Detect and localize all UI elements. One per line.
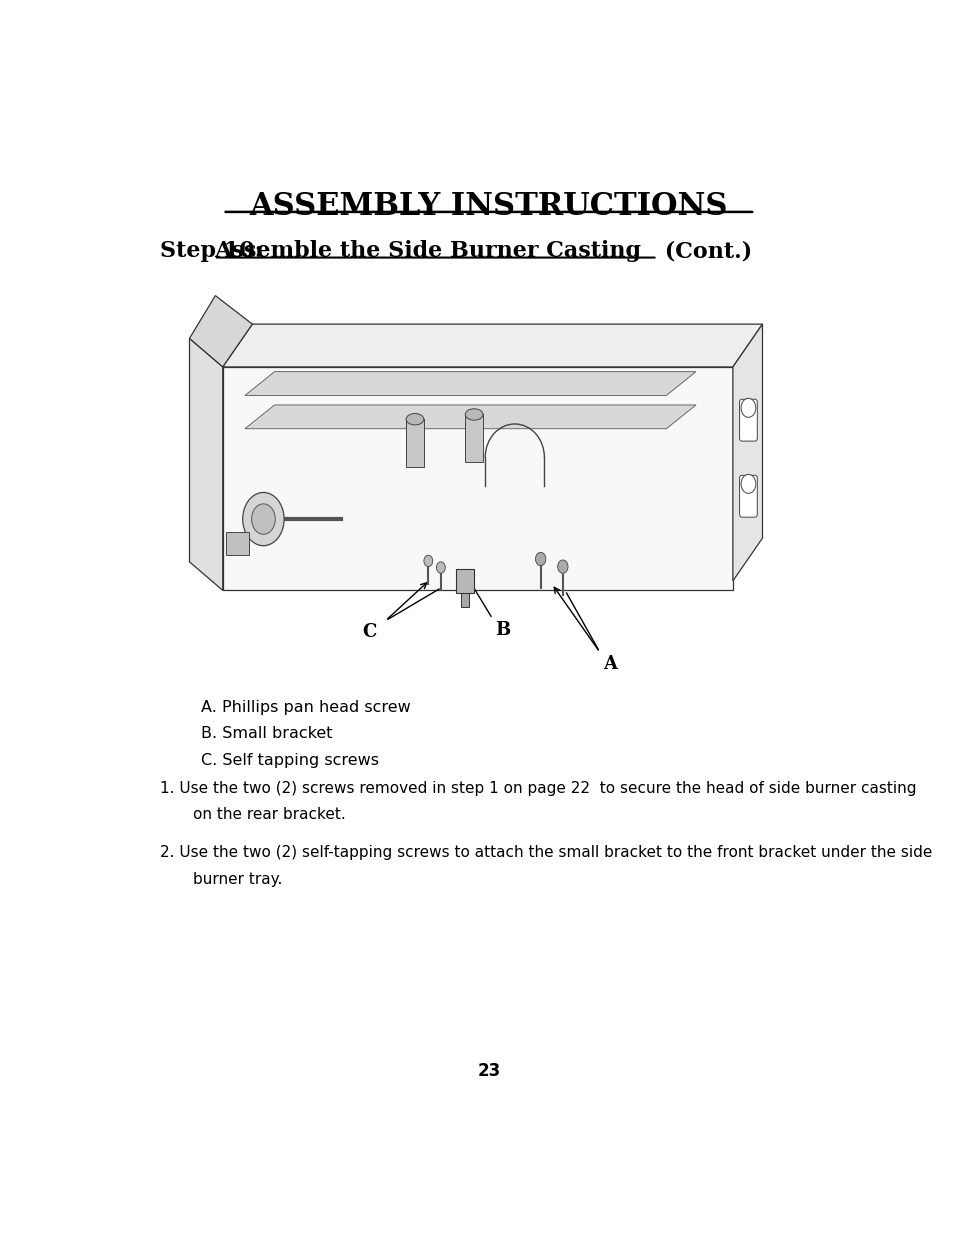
Polygon shape — [732, 324, 761, 580]
Polygon shape — [222, 324, 761, 367]
Bar — [465, 415, 482, 462]
Text: B. Small bracket: B. Small bracket — [200, 726, 332, 741]
Text: on the rear bracket.: on the rear bracket. — [193, 808, 346, 823]
Text: 1. Use the two (2) screws removed in step 1 on page 22  to secure the head of si: 1. Use the two (2) screws removed in ste… — [160, 781, 916, 795]
Text: 23: 23 — [476, 1062, 500, 1081]
Text: C. Self tapping screws: C. Self tapping screws — [200, 753, 378, 768]
Polygon shape — [190, 295, 252, 367]
Text: A: A — [603, 655, 617, 673]
Text: Assemble the Side Burner Casting: Assemble the Side Burner Casting — [213, 241, 640, 263]
Polygon shape — [190, 338, 222, 590]
Text: 2. Use the two (2) self-tapping screws to attach the small bracket to the front : 2. Use the two (2) self-tapping screws t… — [160, 845, 931, 861]
Polygon shape — [456, 568, 474, 593]
Polygon shape — [460, 593, 469, 606]
Ellipse shape — [465, 409, 482, 420]
Ellipse shape — [406, 414, 423, 425]
Circle shape — [535, 552, 545, 566]
Bar — [226, 532, 249, 556]
Text: A. Phillips pan head screw: A. Phillips pan head screw — [200, 700, 410, 715]
Circle shape — [423, 556, 433, 567]
Text: Step 10:: Step 10: — [160, 241, 270, 263]
Text: B: B — [495, 621, 510, 638]
Text: C: C — [361, 622, 375, 641]
Circle shape — [558, 559, 567, 573]
Polygon shape — [245, 405, 696, 429]
Polygon shape — [245, 372, 696, 395]
Circle shape — [740, 399, 755, 417]
Circle shape — [740, 474, 755, 494]
Text: (Cont.): (Cont.) — [657, 241, 752, 263]
FancyBboxPatch shape — [739, 399, 757, 441]
Text: ASSEMBLY INSTRUCTIONS: ASSEMBLY INSTRUCTIONS — [250, 191, 727, 222]
Polygon shape — [222, 367, 732, 590]
Bar — [406, 419, 423, 467]
FancyBboxPatch shape — [739, 475, 757, 517]
Text: burner tray.: burner tray. — [193, 872, 282, 887]
Circle shape — [242, 493, 284, 546]
Circle shape — [252, 504, 275, 535]
Circle shape — [436, 562, 445, 573]
